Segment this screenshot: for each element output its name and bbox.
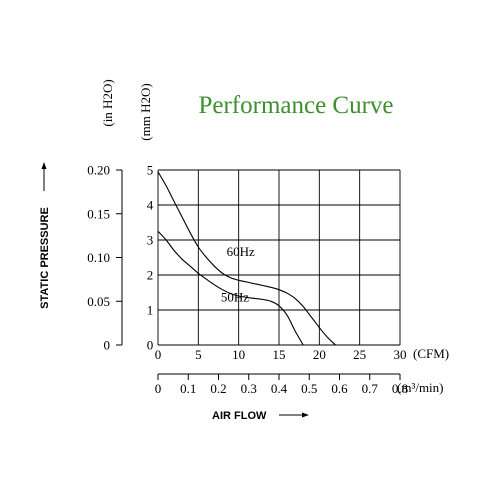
x-tick-label-cfm: 30: [394, 347, 407, 362]
y-tick-label-mmh2o: 4: [147, 198, 154, 213]
y-tick-label-mmh2o: 2: [147, 268, 154, 283]
chart-title: Performance Curve: [198, 92, 393, 119]
y-tick-label-mmh2o: 0: [147, 338, 154, 353]
y-tick-label-inh2o: 0.05: [87, 294, 110, 309]
x-tick-label-m3min: 0.4: [271, 381, 288, 396]
x-tick-label-cfm: 20: [313, 347, 326, 362]
x-tick-label-m3min: 0.3: [241, 381, 257, 396]
x-tick-label-m3min: 0.2: [210, 381, 226, 396]
chart-axes: 0 5 10 15 20 25 30 0 1 2 3 4 5 0 0.1 0.2 0.3 0.4 0.5 0.6 0.7…: [87, 163, 408, 397]
x-tick-label-m3min: 0.1: [180, 381, 196, 396]
x-tick-label-cfm: 25: [353, 347, 366, 362]
x-axis-primary-unit: (CFM): [413, 346, 449, 361]
series-label-50hz: 50Hz: [221, 289, 249, 304]
x-axis-title-arrow: [279, 412, 309, 418]
y-axis-primary-unit: (mm H2O): [138, 83, 153, 140]
x-tick-label-m3min: 0.5: [301, 381, 317, 396]
series-line-50hz: [157, 230, 304, 346]
y-tick-label-inh2o: 0.10: [87, 250, 110, 265]
x-tick-label-cfm: 10: [232, 347, 245, 362]
y-tick-label-mmh2o: 5: [147, 163, 154, 178]
y-axis-title-arrow: [41, 162, 47, 191]
x-tick-label-cfm: 15: [273, 347, 286, 362]
chart-series: 60Hz 50Hz: [157, 171, 336, 346]
y-tick-label-mmh2o: 3: [147, 233, 154, 248]
chart-grid: [157, 169, 401, 346]
series-label-60hz: 60Hz: [227, 244, 255, 259]
y-tick-label-inh2o: 0.20: [87, 163, 110, 178]
y-tick-label-inh2o: 0: [104, 338, 111, 353]
x-axis-title: AIR FLOW: [212, 410, 267, 422]
x-tick-label-cfm: 0: [155, 347, 162, 362]
x-tick-label-m3min: 0.8: [392, 381, 408, 396]
y-axis-secondary-unit: (in H2O): [100, 79, 115, 126]
series-line-60hz: [157, 171, 336, 346]
x-axis-secondary-unit: (m³/min): [397, 380, 444, 395]
x-tick-label-m3min: 0.6: [331, 381, 348, 396]
y-tick-label-inh2o: 0.15: [87, 206, 110, 221]
y-axis-title: STATIC PRESSURE: [39, 207, 51, 309]
x-tick-label-cfm: 5: [195, 347, 202, 362]
y-tick-label-mmh2o: 1: [147, 303, 154, 318]
x-tick-label-m3min: 0.7: [362, 381, 379, 396]
x-tick-label-m3min: 0: [155, 381, 162, 396]
